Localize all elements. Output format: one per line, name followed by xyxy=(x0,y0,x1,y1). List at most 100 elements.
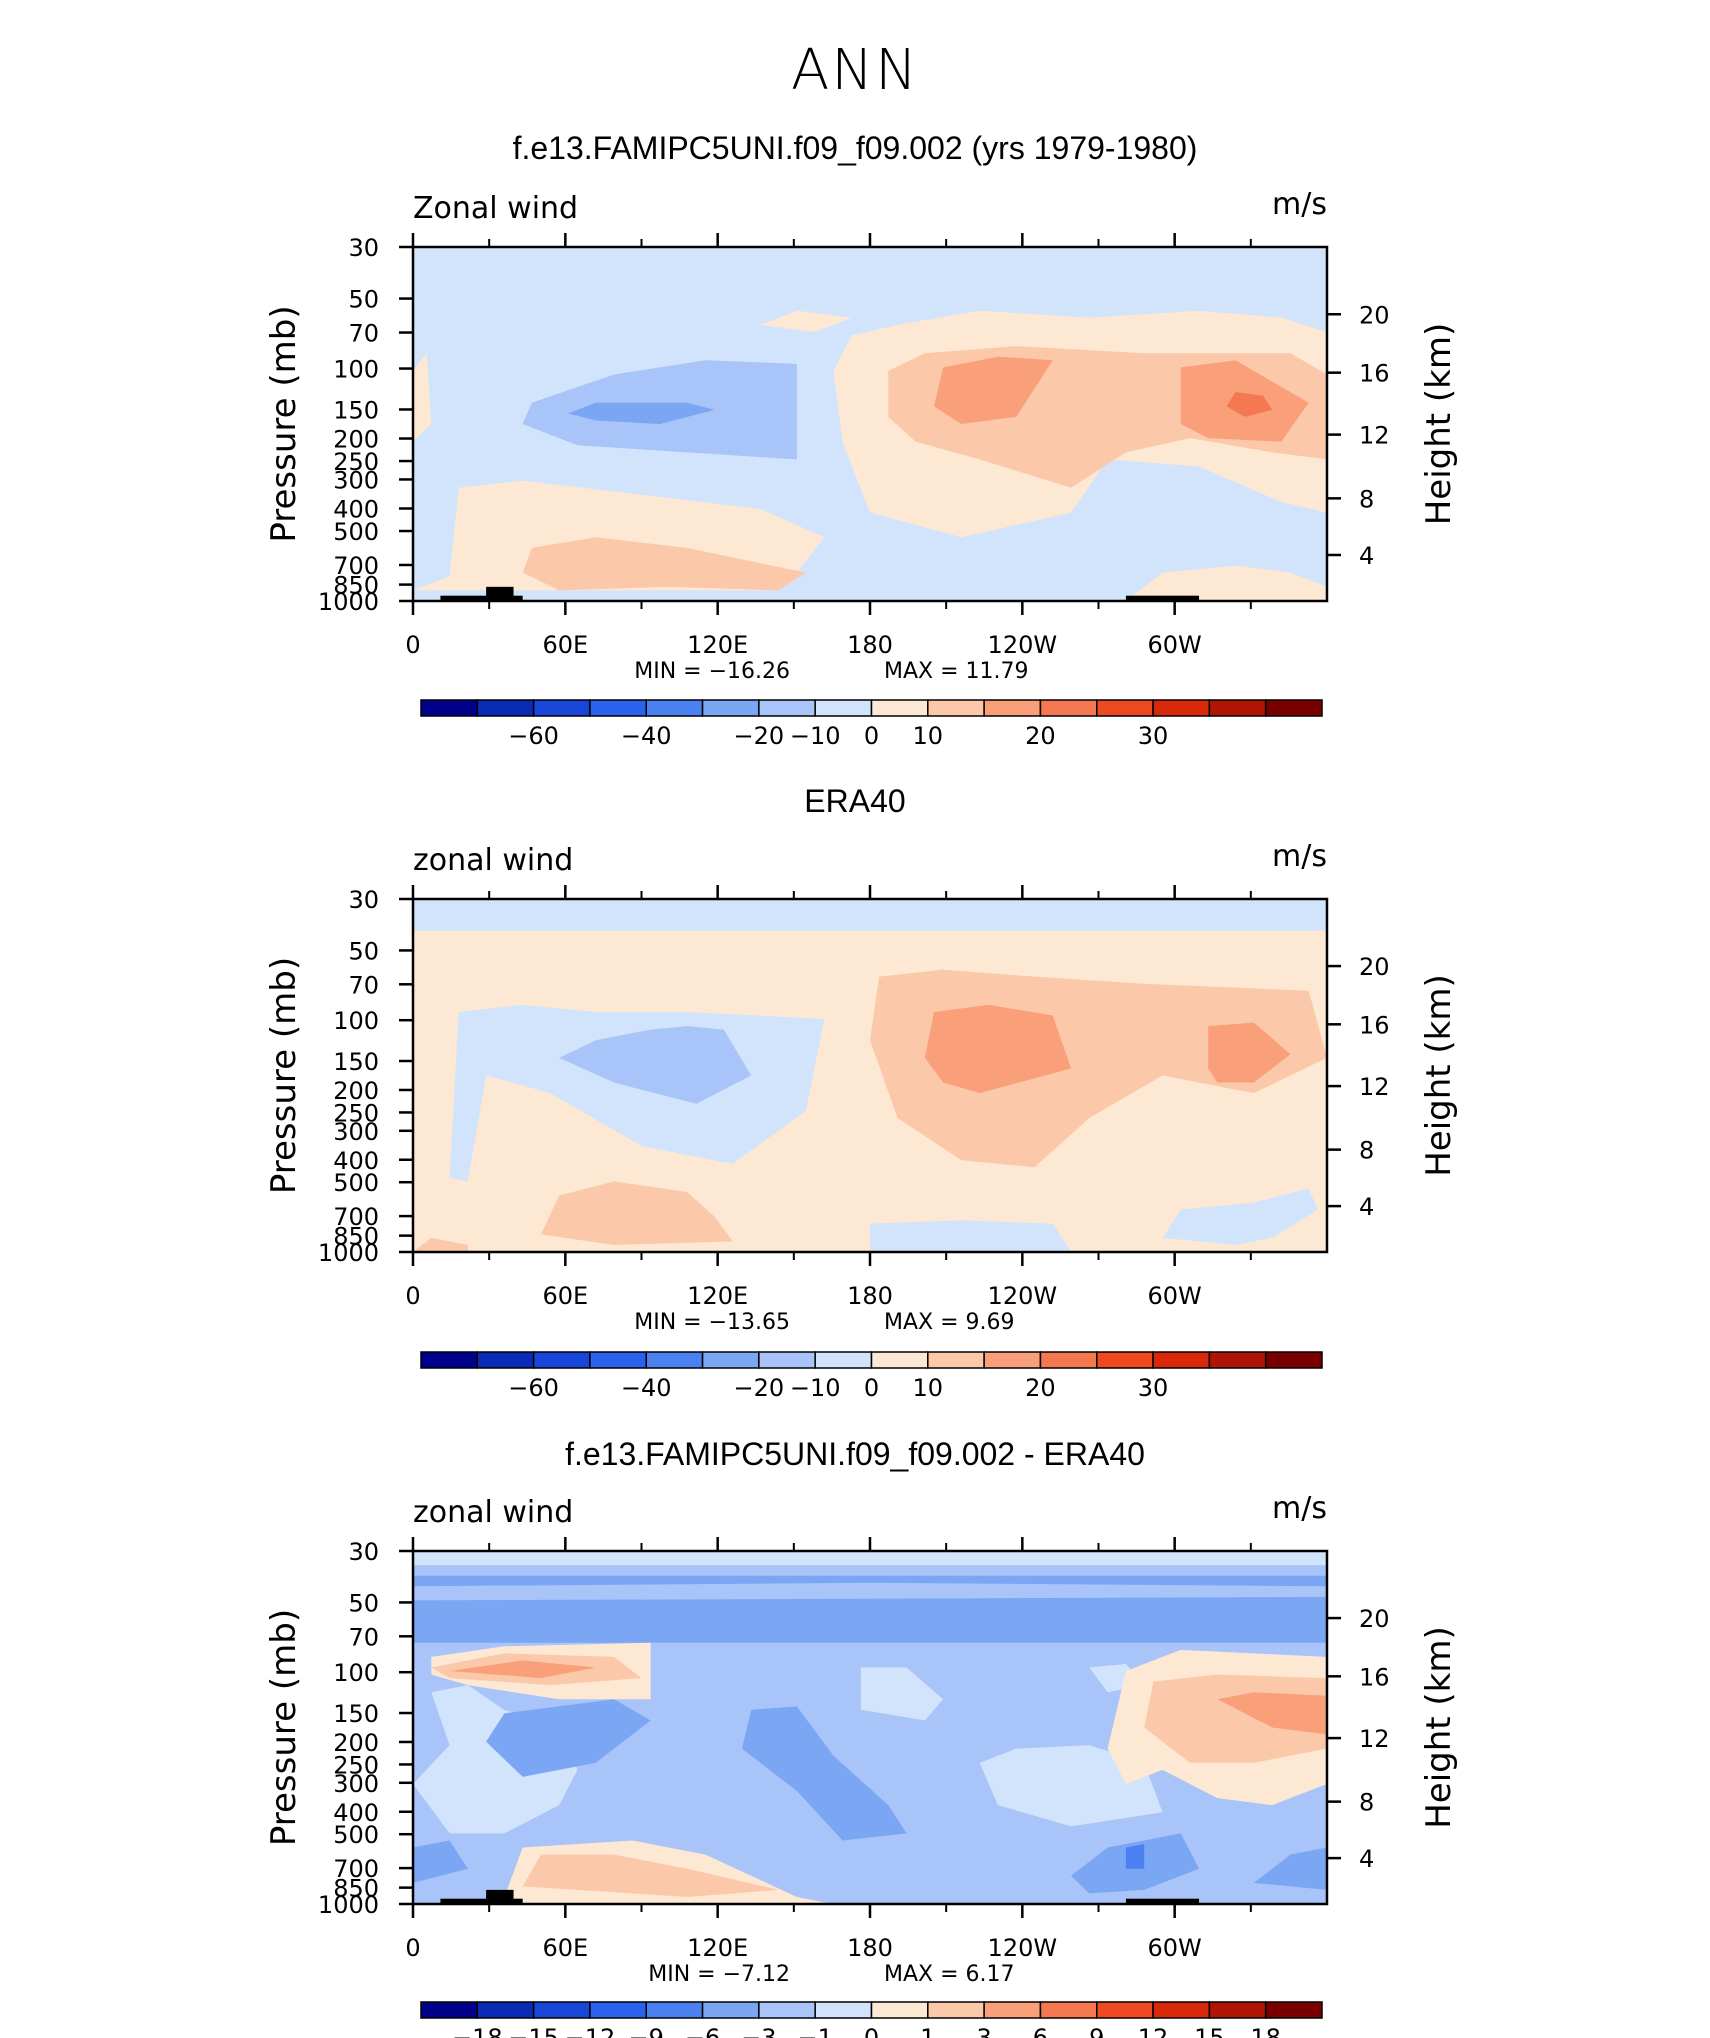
contour-plot-obs: zonal wind m/s0 60E 120E 180 120W 60W305070100… xyxy=(264,839,1459,1402)
colorbar-box xyxy=(1039,2001,1098,2019)
x-tick-label: 60W xyxy=(1148,1282,1202,1310)
y-tick-label: 500 xyxy=(333,518,379,546)
colorbar-box xyxy=(983,2001,1042,2019)
colorbar-box xyxy=(1264,699,1323,717)
y-tick-label: 300 xyxy=(333,466,379,494)
y2-axis-title: Height (km) xyxy=(1419,974,1459,1177)
x-tick-label: 120E xyxy=(687,1282,748,1310)
min-label: MIN = −13.65 xyxy=(634,1310,790,1335)
colorbar-box xyxy=(758,2001,816,2019)
y-tick-label: 100 xyxy=(333,1659,379,1687)
colorbar-label: −60 xyxy=(508,722,559,750)
contour-region xyxy=(413,1551,1327,1566)
colorbar-box xyxy=(1264,2001,1323,2019)
y-tick-label: 400 xyxy=(333,1799,379,1827)
x-tick-label: 180 xyxy=(847,631,893,659)
max-label: MAX = 9.69 xyxy=(884,1310,1015,1335)
colorbar-label: −10 xyxy=(790,1374,841,1402)
colorbar-label: 30 xyxy=(1138,722,1169,750)
x-tick-label: 120W xyxy=(988,631,1058,659)
y-tick-label: 70 xyxy=(348,1623,379,1651)
colorbar-box xyxy=(927,2001,985,2019)
contour-region xyxy=(933,356,1053,424)
contour-plot-model: Zonal wind m/s0 60E 120E 180 120W 60W305070100… xyxy=(264,187,1459,750)
x-tick-label: 0 xyxy=(405,1934,420,1962)
colorbar-label: 15 xyxy=(1194,2024,1225,2038)
contour-region xyxy=(1226,392,1273,417)
y2-tick-label: 8 xyxy=(1359,485,1374,513)
y2-tick-label: 8 xyxy=(1359,1137,1374,1165)
y-axis-title: Pressure (mb) xyxy=(264,957,304,1194)
contour-region xyxy=(522,537,807,591)
contour-region xyxy=(1125,1843,1145,1869)
units-label: m/s xyxy=(1272,1491,1327,1526)
colorbar-box xyxy=(1096,2001,1154,2019)
contour-region xyxy=(1253,1847,1327,1890)
y2-tick-label: 20 xyxy=(1359,953,1390,981)
colorbar-label: 0 xyxy=(864,2024,879,2038)
topography-block xyxy=(486,1889,514,1904)
y-tick-label: 250 xyxy=(333,448,379,476)
contour-region xyxy=(540,1181,733,1245)
y-tick-label: 50 xyxy=(348,286,379,314)
topography-block xyxy=(440,595,523,601)
colorbar-label: −12 xyxy=(565,2024,616,2038)
colorbar-label: 0 xyxy=(864,1374,879,1402)
contour-region xyxy=(413,1237,468,1252)
y2-tick-label: 12 xyxy=(1359,422,1390,450)
y-tick-label: 200 xyxy=(333,426,379,454)
colorbar-box xyxy=(476,2001,535,2019)
topography-block xyxy=(440,1898,523,1904)
x-tick-label: 0 xyxy=(405,1282,420,1310)
contour-region xyxy=(1217,1692,1327,1735)
y-tick-label: 700 xyxy=(333,1203,379,1231)
y-tick-label: 1000 xyxy=(318,588,379,616)
y-tick-label: 70 xyxy=(348,320,379,348)
colorbar-box xyxy=(1152,2001,1211,2019)
max-label: MAX = 6.17 xyxy=(884,1962,1015,1987)
y-tick-label: 850 xyxy=(333,572,379,600)
y-tick-label: 150 xyxy=(333,1048,379,1076)
colorbar-label: −20 xyxy=(734,722,785,750)
y-tick-label: 400 xyxy=(333,495,379,523)
units-label: m/s xyxy=(1272,187,1327,222)
y-tick-label: 100 xyxy=(333,356,379,384)
contour-region xyxy=(760,310,852,332)
variable-label: Zonal wind xyxy=(413,191,578,226)
x-tick-label: 0 xyxy=(405,631,420,659)
y2-tick-label: 12 xyxy=(1359,1725,1390,1753)
y2-tick-label: 20 xyxy=(1359,301,1390,329)
x-tick-label: 180 xyxy=(847,1282,893,1310)
y2-tick-label: 16 xyxy=(1359,360,1390,388)
contour-region xyxy=(486,1699,651,1777)
colorbar-label: −40 xyxy=(621,722,672,750)
colorbar-label: −18 xyxy=(452,2024,503,2038)
contour-region xyxy=(522,1854,779,1897)
y-tick-label: 250 xyxy=(333,1099,379,1127)
y-tick-label: 700 xyxy=(333,1855,379,1883)
contour-region xyxy=(413,1582,1327,1601)
contour-region xyxy=(1125,565,1327,601)
contour-region xyxy=(742,1706,907,1841)
contour-region xyxy=(870,1220,1072,1252)
y2-tick-label: 16 xyxy=(1359,1011,1390,1039)
y-axis-title: Pressure (mb) xyxy=(264,305,304,542)
y-tick-label: 700 xyxy=(333,552,379,580)
y-tick-label: 150 xyxy=(333,1700,379,1728)
y2-tick-label: 16 xyxy=(1359,1663,1390,1691)
y-tick-label: 500 xyxy=(333,1169,379,1197)
colorbar-label: −20 xyxy=(734,1374,785,1402)
colorbar-box xyxy=(1208,2001,1267,2019)
y-tick-label: 200 xyxy=(333,1729,379,1757)
contour-region xyxy=(568,402,715,424)
colorbar-box xyxy=(532,2001,591,2019)
contour-region xyxy=(413,899,1327,931)
colorbar-label: 20 xyxy=(1025,722,1056,750)
contour-region xyxy=(413,1840,468,1883)
colorbar-label: −9 xyxy=(629,2024,664,2038)
y-tick-label: 30 xyxy=(348,886,379,914)
x-tick-label: 180 xyxy=(847,1934,893,1962)
x-tick-label: 60E xyxy=(542,1934,588,1962)
colorbar-box xyxy=(1264,1351,1323,1369)
y2-tick-label: 4 xyxy=(1359,1845,1374,1873)
